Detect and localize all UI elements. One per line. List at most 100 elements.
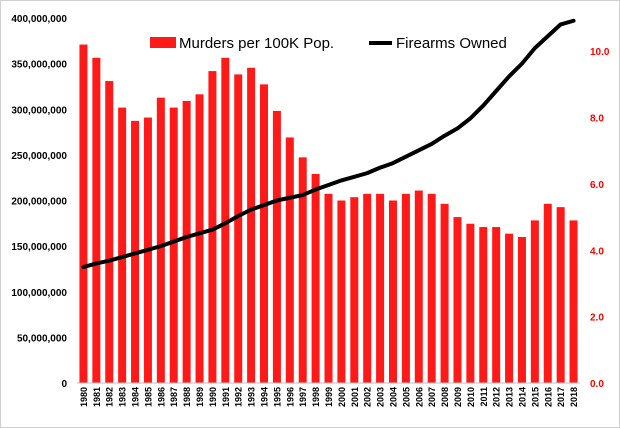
x-tick-label: 2008 bbox=[440, 387, 450, 407]
left-tick-label: 100,000,000 bbox=[11, 288, 67, 299]
x-tick-label: 2016 bbox=[543, 387, 553, 407]
bar-murders-2001 bbox=[350, 197, 359, 383]
right-tick-label: 8.0 bbox=[590, 114, 604, 125]
bar-murders-2007 bbox=[427, 193, 436, 383]
x-tick-label: 1980 bbox=[79, 387, 89, 407]
x-tick-label: 1989 bbox=[195, 387, 205, 407]
bar-murders-2010 bbox=[466, 223, 475, 383]
x-tick-label: 2007 bbox=[427, 387, 437, 407]
x-tick-label: 2013 bbox=[505, 387, 515, 407]
x-tick-label: 1990 bbox=[208, 387, 218, 407]
x-tick-label: 2006 bbox=[414, 387, 424, 407]
bar-murders-1996 bbox=[285, 137, 294, 383]
bar-murders-2015 bbox=[530, 220, 539, 383]
x-axis-ticks: 1980 1981 1982 1983 1984 1985 1986 1987 1988 1989… bbox=[79, 387, 579, 407]
x-tick-label: 1997 bbox=[298, 387, 308, 407]
x-tick-label: 1988 bbox=[182, 387, 192, 407]
legend-label-firearms: Firearms Owned bbox=[396, 35, 507, 52]
x-tick-label: 1985 bbox=[143, 387, 153, 407]
bars-group bbox=[79, 44, 578, 384]
bar-murders-2017 bbox=[556, 207, 565, 383]
x-tick-label: 1984 bbox=[131, 387, 141, 407]
bar-murders-2016 bbox=[543, 203, 552, 383]
right-tick-label: 0.0 bbox=[590, 379, 604, 390]
left-tick-label: 250,000,000 bbox=[11, 151, 67, 162]
bar-murders-2005 bbox=[401, 193, 410, 383]
legend-swatch-murders bbox=[150, 37, 176, 48]
bar-murders-1993 bbox=[247, 67, 256, 384]
x-tick-label: 2004 bbox=[388, 387, 398, 407]
bar-murders-1988 bbox=[182, 100, 191, 383]
bar-murders-1990 bbox=[208, 71, 217, 383]
left-tick-label: 300,000,000 bbox=[11, 105, 67, 116]
x-tick-label: 2002 bbox=[363, 387, 373, 407]
x-tick-label: 1998 bbox=[311, 387, 321, 407]
x-tick-label: 2017 bbox=[556, 387, 566, 407]
x-tick-label: 2001 bbox=[350, 387, 360, 407]
bar-murders-2018 bbox=[569, 220, 578, 383]
x-tick-label: 1993 bbox=[247, 387, 257, 407]
bar-murders-1991 bbox=[221, 57, 230, 383]
bar-murders-1986 bbox=[156, 97, 165, 383]
bar-murders-2008 bbox=[440, 203, 449, 383]
x-tick-label: 2005 bbox=[401, 387, 411, 407]
left-axis-ticks: 0 50,000,000 100,000,000 150,000,000 200,000… bbox=[11, 14, 67, 390]
x-tick-label: 1987 bbox=[169, 387, 179, 407]
left-tick-label: 0 bbox=[61, 379, 67, 390]
x-tick-label: 2012 bbox=[492, 387, 502, 407]
x-tick-label: 1986 bbox=[156, 387, 166, 407]
left-tick-label: 350,000,000 bbox=[11, 60, 67, 71]
left-tick-label: 150,000,000 bbox=[11, 242, 67, 253]
bar-murders-2014 bbox=[517, 237, 526, 383]
legend: Murders per 100K Pop. Firearms Owned bbox=[150, 35, 507, 52]
x-tick-label: 1995 bbox=[272, 387, 282, 407]
x-tick-label: 2000 bbox=[337, 387, 347, 407]
bar-murders-1992 bbox=[234, 74, 243, 383]
bar-murders-1982 bbox=[105, 81, 114, 384]
bar-murders-1980 bbox=[79, 44, 88, 384]
firearms-owned-line bbox=[81, 18, 576, 270]
right-tick-label: 4.0 bbox=[590, 246, 604, 257]
bar-murders-1997 bbox=[298, 157, 307, 383]
left-tick-label: 200,000,000 bbox=[11, 197, 67, 208]
bar-murders-1983 bbox=[118, 107, 127, 383]
x-tick-label: 1996 bbox=[285, 387, 295, 407]
right-axis-ticks: 0.0 2.0 4.0 6.0 8.0 10.0 bbox=[590, 47, 610, 390]
x-tick-label: 1983 bbox=[118, 387, 128, 407]
right-tick-label: 2.0 bbox=[590, 313, 604, 324]
x-tick-label: 2003 bbox=[376, 387, 386, 407]
x-tick-label: 2018 bbox=[569, 387, 579, 407]
bar-murders-1998 bbox=[311, 173, 320, 383]
bar-murders-1999 bbox=[324, 193, 333, 383]
legend-label-murders: Murders per 100K Pop. bbox=[179, 35, 334, 52]
bar-murders-1989 bbox=[195, 94, 204, 383]
bar-murders-2004 bbox=[388, 200, 397, 383]
right-tick-label: 6.0 bbox=[590, 180, 604, 191]
bar-murders-1995 bbox=[272, 110, 281, 383]
x-tick-label: 1991 bbox=[221, 387, 231, 407]
bar-murders-1987 bbox=[169, 107, 178, 383]
left-tick-label: 400,000,000 bbox=[11, 14, 67, 25]
bar-murders-2006 bbox=[414, 190, 423, 383]
x-tick-label: 1981 bbox=[92, 387, 102, 407]
x-tick-label: 1999 bbox=[324, 387, 334, 407]
x-tick-label: 2010 bbox=[466, 387, 476, 407]
x-tick-label: 1992 bbox=[234, 387, 244, 407]
right-tick-label: 10.0 bbox=[590, 47, 610, 58]
bar-murders-1981 bbox=[92, 57, 101, 383]
x-tick-label: 2009 bbox=[453, 387, 463, 407]
bar-murders-2000 bbox=[337, 200, 346, 383]
x-tick-label: 2015 bbox=[530, 387, 540, 407]
x-tick-label: 1982 bbox=[105, 387, 115, 407]
x-tick-label: 2014 bbox=[517, 387, 527, 407]
x-tick-label: 2011 bbox=[479, 387, 489, 407]
bar-murders-2002 bbox=[363, 193, 372, 383]
bar-murders-2012 bbox=[492, 227, 501, 383]
bar-murders-2013 bbox=[505, 233, 514, 383]
bar-murders-2009 bbox=[453, 217, 462, 383]
x-tick-label: 1994 bbox=[260, 387, 270, 407]
left-tick-label: 50,000,000 bbox=[17, 333, 67, 344]
bar-murders-2003 bbox=[376, 193, 385, 383]
